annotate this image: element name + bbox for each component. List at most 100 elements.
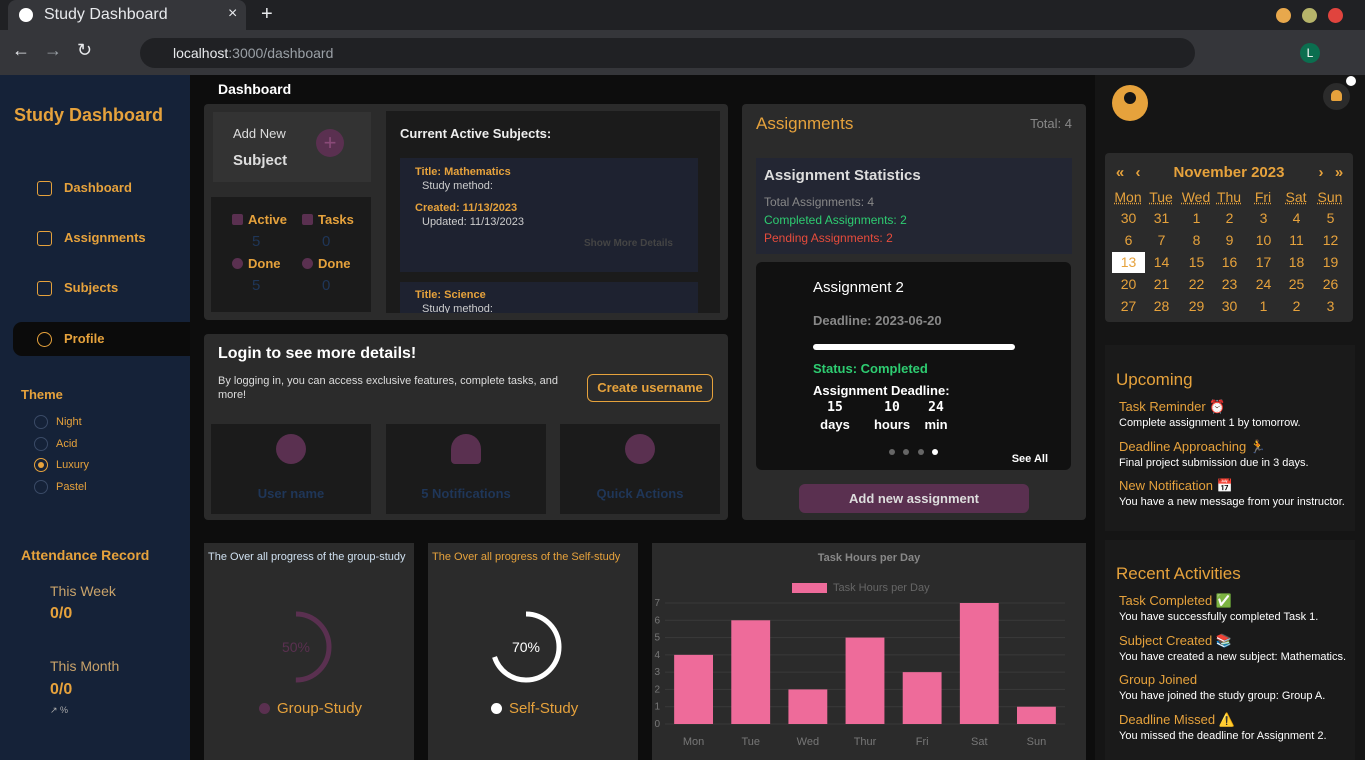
stat-value: 5 bbox=[252, 233, 261, 250]
calendar-day[interactable]: 24 bbox=[1255, 276, 1272, 292]
add-assignment[interactable]: Add new assignment bbox=[799, 484, 1029, 513]
recent-item-title[interactable]: Group Joined bbox=[1119, 672, 1198, 687]
calendar-day[interactable]: 1 bbox=[1192, 210, 1201, 226]
calendar-day[interactable]: 9 bbox=[1225, 232, 1234, 248]
calendar-day[interactable]: 19 bbox=[1322, 254, 1339, 270]
tab[interactable] bbox=[8, 0, 246, 30]
calendar-nav[interactable]: › bbox=[1318, 164, 1324, 181]
url-path: :3000/dashboard bbox=[228, 45, 334, 61]
calendar-day[interactable]: 10 bbox=[1255, 232, 1272, 248]
y-tick-label: 1 bbox=[654, 702, 660, 713]
calendar-day[interactable]: 6 bbox=[1124, 232, 1133, 248]
theme-option[interactable]: Luxury bbox=[56, 459, 90, 471]
theme-radio[interactable] bbox=[34, 437, 48, 451]
stat-label: Active bbox=[248, 212, 288, 227]
add-subject-box bbox=[213, 112, 371, 182]
calendar-day[interactable]: 30 bbox=[1221, 298, 1238, 314]
create-username[interactable]: Create username bbox=[587, 374, 713, 402]
window-maximize[interactable] bbox=[1302, 8, 1317, 23]
forward-button[interactable]: → bbox=[44, 40, 62, 60]
calendar-day[interactable]: 5 bbox=[1326, 210, 1335, 226]
recent-item-title[interactable]: Subject Created 📚 bbox=[1119, 633, 1233, 648]
upcoming-item-title[interactable]: Task Reminder ⏰ bbox=[1119, 399, 1226, 414]
carousel-dot[interactable] bbox=[889, 449, 895, 455]
stat-label: Tasks bbox=[318, 212, 354, 227]
theme-option[interactable]: Night bbox=[56, 416, 82, 428]
carousel-dot[interactable] bbox=[903, 449, 909, 455]
calendar-day[interactable]: 18 bbox=[1288, 254, 1305, 270]
calendar-day[interactable]: 12 bbox=[1322, 232, 1339, 248]
nav-item[interactable]: Subjects bbox=[64, 280, 119, 295]
theme-radio[interactable] bbox=[34, 415, 48, 429]
upcoming-item-title[interactable]: New Notification 📅 bbox=[1119, 478, 1233, 493]
calendar-day[interactable]: 2 bbox=[1225, 210, 1234, 226]
reload-button[interactable]: ↻ bbox=[77, 40, 93, 60]
calendar-day[interactable]: 2 bbox=[1292, 298, 1301, 314]
nav-item[interactable]: Assignments bbox=[64, 230, 146, 245]
subject-method: Study method: bbox=[422, 180, 493, 192]
recent-item-title[interactable]: Deadline Missed ⚠️ bbox=[1119, 712, 1235, 727]
calendar-day[interactable]: 23 bbox=[1221, 276, 1238, 292]
window-close[interactable] bbox=[1328, 8, 1343, 23]
add-subject-button[interactable]: + bbox=[316, 129, 344, 157]
calendar-day[interactable]: 26 bbox=[1322, 276, 1339, 292]
calendar-day[interactable]: 14 bbox=[1153, 254, 1170, 270]
assignments-total: Total: 4 bbox=[1030, 116, 1072, 131]
calendar-day[interactable]: 22 bbox=[1188, 276, 1205, 292]
calendar-day[interactable]: 4 bbox=[1292, 210, 1301, 226]
calendar-day[interactable]: 15 bbox=[1188, 254, 1205, 270]
calendar-month: November 2023 bbox=[1173, 164, 1285, 181]
calendar-day[interactable]: 3 bbox=[1259, 210, 1268, 226]
calendar-day[interactable]: 21 bbox=[1153, 276, 1170, 292]
calendar-day[interactable]: 7 bbox=[1157, 232, 1166, 248]
carousel-dot[interactable] bbox=[918, 449, 924, 455]
tab-close[interactable]: × bbox=[228, 5, 238, 22]
calendar-day[interactable]: 31 bbox=[1153, 210, 1170, 226]
carousel-dot[interactable] bbox=[932, 449, 938, 455]
calendar-weekday: Sat bbox=[1285, 189, 1307, 205]
bar bbox=[788, 689, 828, 724]
bar bbox=[1017, 706, 1056, 724]
calendar-day[interactable]: 1 bbox=[1259, 298, 1268, 314]
countdown-value: 15 bbox=[827, 400, 843, 415]
calendar-day[interactable]: 16 bbox=[1221, 254, 1238, 270]
calendar-day[interactable]: 28 bbox=[1153, 298, 1170, 314]
calendar-nav[interactable]: » bbox=[1334, 164, 1344, 181]
calendar-day[interactable]: 25 bbox=[1288, 276, 1305, 292]
stat-icon bbox=[232, 258, 243, 269]
theme-radio[interactable] bbox=[34, 458, 48, 472]
calendar-day[interactable]: 20 bbox=[1120, 276, 1137, 292]
calendar-day[interactable]: 27 bbox=[1120, 298, 1137, 314]
nav-item[interactable]: Dashboard bbox=[64, 180, 132, 195]
calendar-day[interactable]: 11 bbox=[1289, 232, 1304, 248]
profile-avatar[interactable]: L bbox=[1300, 43, 1320, 63]
calendar-day[interactable]: 3 bbox=[1326, 298, 1335, 314]
new-tab[interactable]: + bbox=[261, 3, 273, 25]
calendar-day[interactable]: 13 bbox=[1120, 254, 1137, 270]
theme-radio[interactable] bbox=[34, 480, 48, 494]
calendar-day[interactable]: 17 bbox=[1255, 254, 1272, 270]
calendar-weekday: Fri bbox=[1254, 189, 1272, 205]
theme-option[interactable]: Pastel bbox=[56, 481, 87, 493]
address-bar[interactable] bbox=[140, 38, 1195, 68]
calendar-nav[interactable]: « bbox=[1115, 164, 1125, 181]
show-more[interactable]: Show More Details bbox=[584, 238, 673, 249]
progress-ring: 50% bbox=[260, 611, 332, 683]
upcoming-item-title[interactable]: Deadline Approaching 🏃 bbox=[1119, 439, 1267, 454]
calendar-day[interactable]: 8 bbox=[1192, 232, 1201, 248]
legend-label: Task Hours per Day bbox=[833, 582, 930, 594]
nav-item[interactable]: Profile bbox=[64, 331, 105, 346]
calendar-nav[interactable]: ‹ bbox=[1135, 164, 1141, 181]
theme-option[interactable]: Acid bbox=[56, 438, 78, 450]
window-minimize[interactable] bbox=[1276, 8, 1291, 23]
calendar-day[interactable]: 29 bbox=[1188, 298, 1205, 314]
subject-list-title: Current Active Subjects: bbox=[400, 126, 552, 141]
tile-label: User name bbox=[257, 486, 325, 501]
attendance-title: Attendance Record bbox=[21, 547, 150, 563]
url: localhost:3000/dashboard bbox=[173, 45, 333, 61]
back-button[interactable]: ← bbox=[12, 40, 30, 60]
see-all[interactable]: See All bbox=[1011, 453, 1048, 465]
tab-title: Study Dashboard bbox=[44, 6, 168, 23]
recent-item-title[interactable]: Task Completed ✅ bbox=[1119, 593, 1233, 608]
calendar-day[interactable]: 30 bbox=[1120, 210, 1137, 226]
